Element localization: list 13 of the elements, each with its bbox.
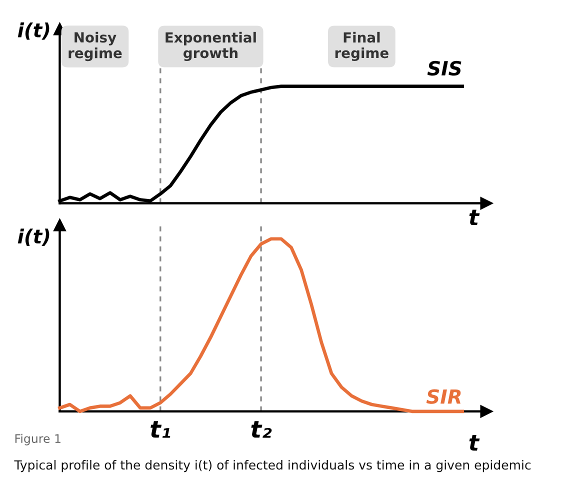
x-tick-label: t₂ xyxy=(251,421,272,438)
x-axis-title: t xyxy=(469,435,480,451)
x-tick-label: t₁ xyxy=(150,421,170,438)
x-axis-title: t xyxy=(469,210,480,226)
series-label: SIS xyxy=(427,60,462,76)
y-axis-title: i(t) xyxy=(18,228,50,246)
text: Noisy regime xyxy=(68,32,122,62)
text: Typical profile of the density i(t) of infected individuals vs time in a given epidemic xyxy=(14,460,531,472)
y-axis-title: i(t) xyxy=(18,22,50,40)
text: Exponential growth xyxy=(166,32,256,62)
caption: Figure 1 xyxy=(15,434,60,446)
text: Final regime xyxy=(335,32,388,62)
series-label: SIR xyxy=(426,389,461,404)
